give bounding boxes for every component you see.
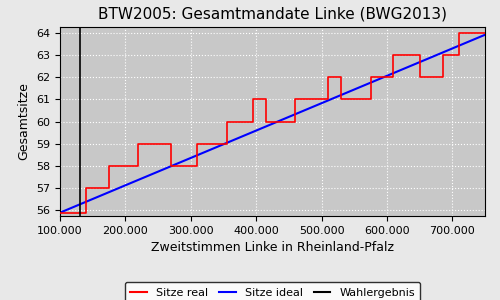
Y-axis label: Gesamtsitze: Gesamtsitze bbox=[18, 82, 30, 160]
Sitze real bbox=[338, 98, 344, 101]
Sitze real bbox=[368, 75, 374, 79]
Title: BTW2005: Gesamtmandate Linke (BWG2013): BTW2005: Gesamtmandate Linke (BWG2013) bbox=[98, 7, 447, 22]
Sitze real bbox=[263, 98, 269, 101]
Sitze real bbox=[368, 98, 374, 101]
Sitze real bbox=[440, 75, 446, 79]
Sitze real bbox=[106, 164, 112, 168]
Sitze real bbox=[456, 31, 462, 34]
Sitze real bbox=[390, 75, 396, 79]
Sitze real bbox=[168, 142, 174, 146]
Sitze real bbox=[263, 120, 269, 123]
Sitze real bbox=[390, 53, 396, 57]
Sitze real bbox=[57, 211, 63, 214]
Sitze real bbox=[338, 75, 344, 79]
Sitze real bbox=[83, 186, 89, 190]
Sitze real bbox=[416, 53, 422, 57]
Sitze real bbox=[250, 98, 256, 101]
Sitze real bbox=[136, 142, 141, 146]
Sitze real bbox=[106, 186, 112, 190]
Sitze real bbox=[194, 142, 200, 146]
Sitze real bbox=[168, 164, 174, 168]
X-axis label: Zweitstimmen Linke in Rheinland-Pfalz: Zweitstimmen Linke in Rheinland-Pfalz bbox=[151, 241, 394, 254]
Sitze real bbox=[325, 98, 331, 101]
Sitze real bbox=[224, 142, 230, 146]
Sitze real bbox=[83, 211, 89, 214]
Sitze real bbox=[136, 164, 141, 168]
Sitze real bbox=[292, 120, 298, 123]
Line: Sitze real: Sitze real bbox=[60, 33, 485, 213]
Sitze real bbox=[224, 120, 230, 123]
Legend: Sitze real, Sitze ideal, Wahlergebnis: Sitze real, Sitze ideal, Wahlergebnis bbox=[124, 282, 420, 300]
Sitze real bbox=[325, 75, 331, 79]
Sitze real bbox=[292, 98, 298, 101]
Sitze real bbox=[194, 164, 200, 168]
Sitze real bbox=[250, 120, 256, 123]
Sitze real bbox=[482, 31, 488, 34]
Sitze real bbox=[440, 53, 446, 57]
Sitze real bbox=[456, 53, 462, 57]
Sitze real bbox=[416, 75, 422, 79]
